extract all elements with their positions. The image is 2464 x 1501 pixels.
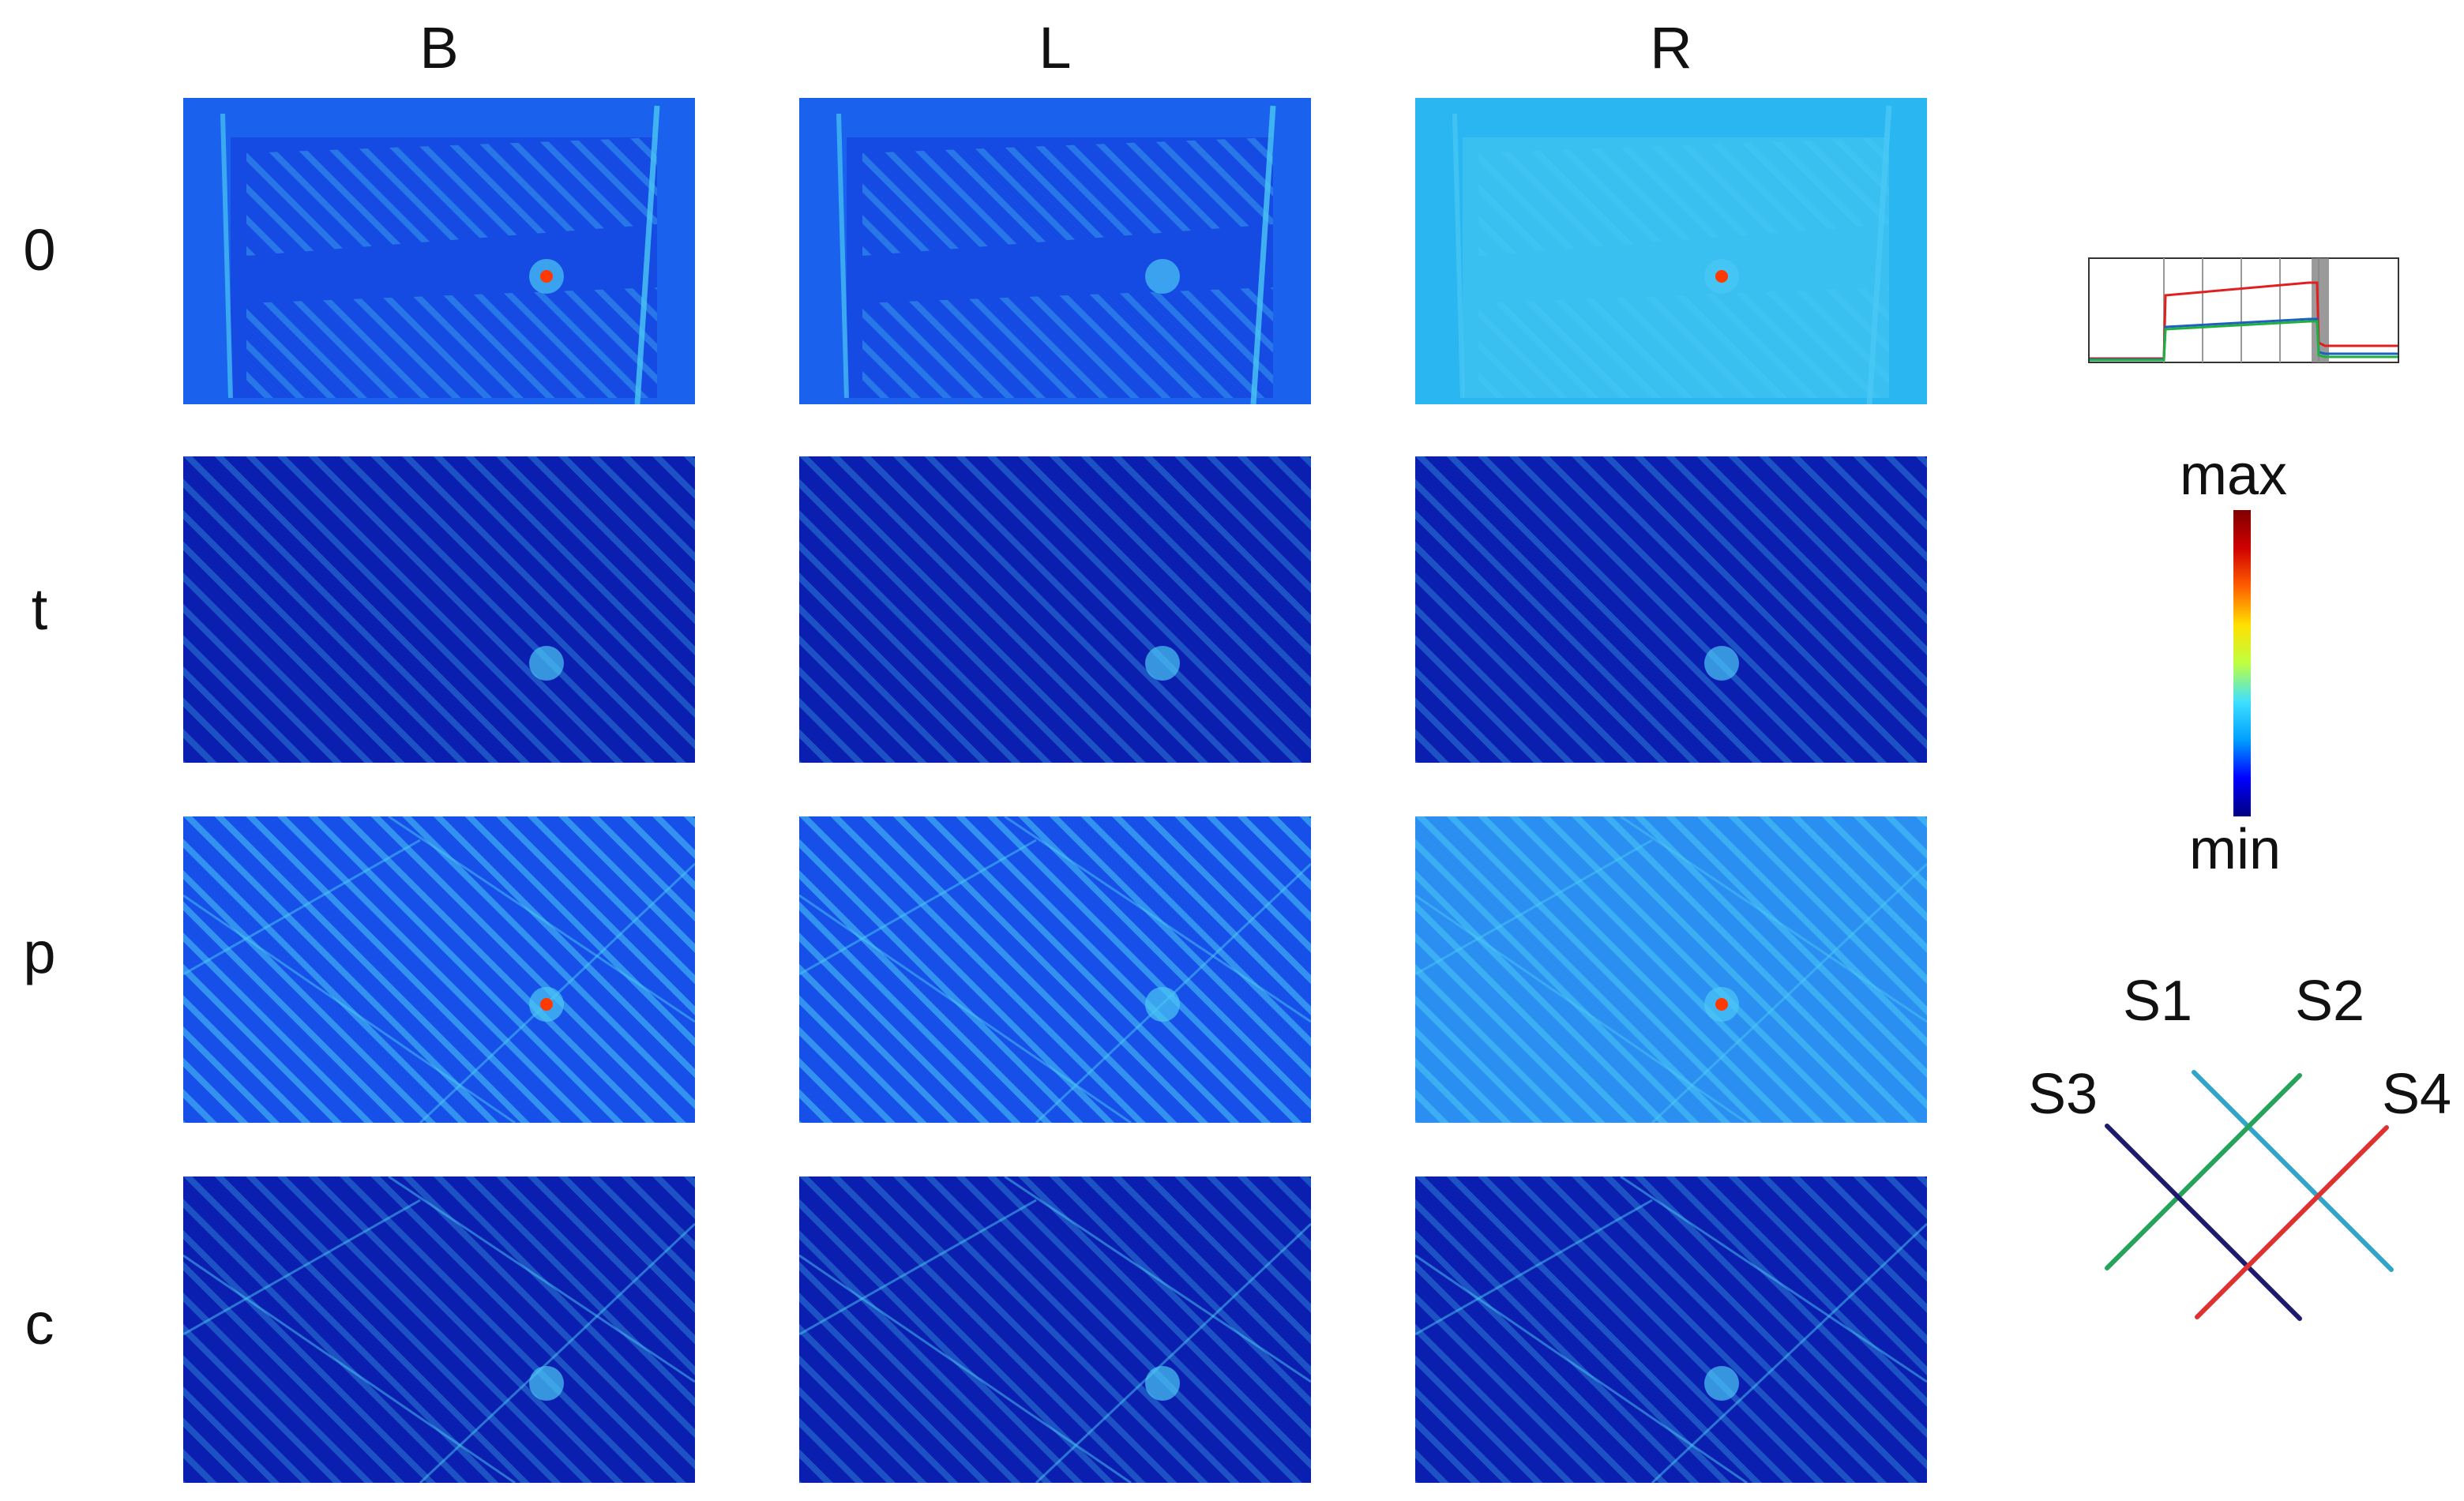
sensor-label-s2: S2	[2295, 970, 2365, 1033]
sensor-label-s3: S3	[2028, 1063, 2098, 1126]
colorbar	[2233, 510, 2251, 816]
heatmap-panel-r-0	[1415, 98, 1927, 404]
colorbar-max-label: max	[2180, 444, 2288, 507]
row-label-t: t	[31, 576, 48, 642]
heatmap-panel-r-t	[1415, 456, 1927, 763]
heatmap-panel-l-0	[799, 98, 1311, 404]
sensor-label-s1: S1	[2123, 970, 2193, 1033]
sensor-line-s3	[2105, 1124, 2302, 1321]
heatmap-panel-b-c	[183, 1176, 695, 1483]
heatmap-panel-r-p	[1415, 816, 1927, 1123]
sensor-line-s2	[2105, 1073, 2302, 1270]
heatmap-panel-r-c	[1415, 1176, 1927, 1483]
heatmap-panel-b-t	[183, 456, 695, 763]
heatmap-panel-b-0	[183, 98, 695, 404]
signal-inset-plot	[2088, 257, 2399, 363]
row-label-c: c	[24, 1291, 54, 1357]
sensor-line-s4	[2195, 1125, 2389, 1319]
sensor-layout-diagram	[2105, 1070, 2394, 1321]
colorbar-min-label: min	[2189, 818, 2282, 881]
row-label-0: 0	[23, 217, 56, 283]
column-label-l: L	[1039, 15, 1072, 81]
heatmap-panel-b-p	[183, 816, 695, 1123]
column-label-r: R	[1650, 15, 1692, 81]
row-label-p: p	[23, 920, 56, 985]
column-label-b: B	[419, 15, 459, 81]
heatmap-panel-l-c	[799, 1176, 1311, 1483]
heatmap-panel-l-t	[799, 456, 1311, 763]
sensor-label-s4: S4	[2382, 1063, 2452, 1126]
sensor-line-s1	[2192, 1070, 2394, 1272]
inset-series-green	[2090, 320, 2398, 362]
heatmap-panel-l-p	[799, 816, 1311, 1123]
